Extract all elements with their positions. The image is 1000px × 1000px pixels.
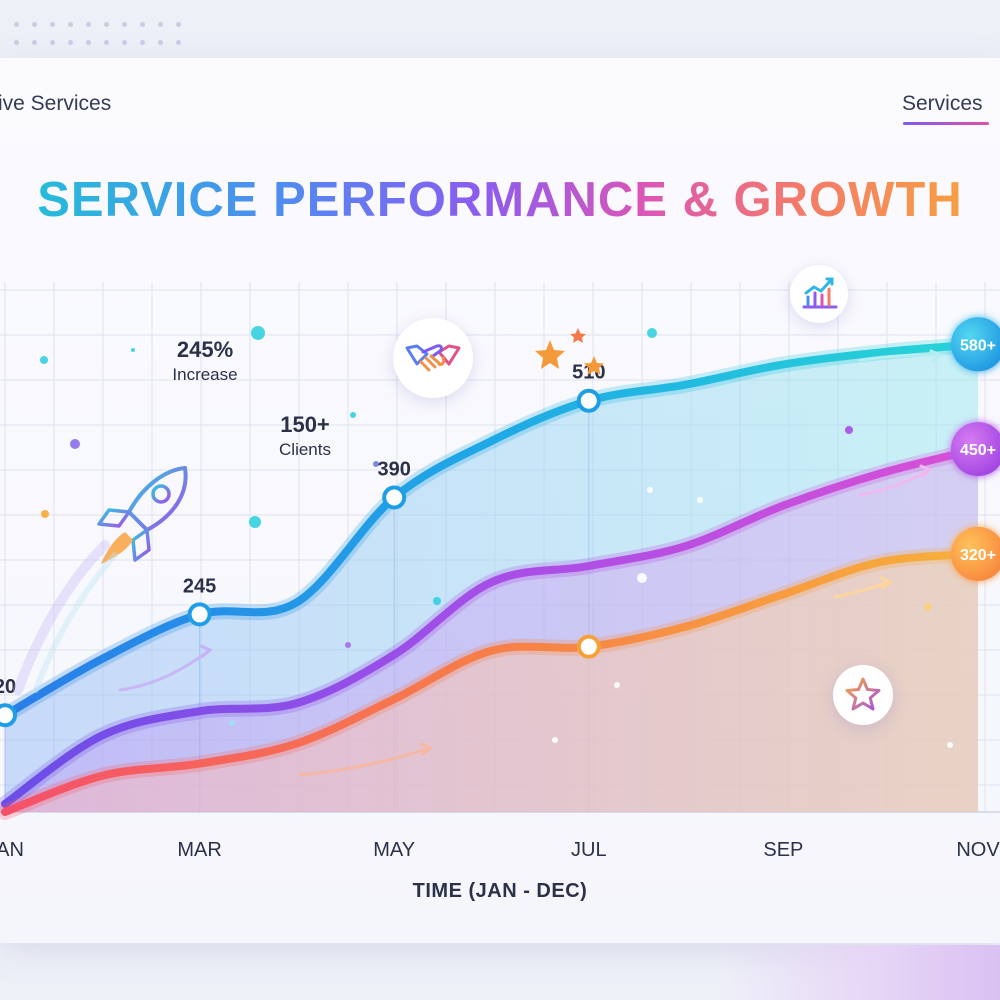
sparkle-dot [614, 682, 620, 688]
decorative-sparkles [40, 326, 953, 777]
star-icon [845, 677, 881, 711]
series-line-1 [1, 445, 982, 808]
data-labels: 20245390510580+450+320+ [0, 317, 1000, 698]
bar-chart-bubble [790, 265, 848, 323]
series-line-2 [1, 549, 982, 816]
rocket-trail [13, 540, 118, 695]
sparkle-dot [947, 742, 953, 748]
motion-arrow-head [419, 742, 433, 756]
end-value-badge [951, 422, 1000, 477]
sparkle-dot [249, 516, 261, 528]
motion-arrow-head [879, 576, 893, 590]
header-services-tab[interactable]: Services [902, 92, 983, 115]
stat-clients-value: 150+ [280, 412, 330, 437]
star-bubble [833, 665, 893, 725]
stat-increase-value: 245% [176, 337, 234, 362]
motion-arrow-head [929, 349, 943, 363]
bar-chart-icon [802, 277, 838, 309]
decorative-stars [535, 328, 604, 375]
sparkle-dot [131, 348, 135, 352]
end-value-badge [951, 526, 1000, 581]
handshake-icon [405, 344, 461, 372]
point-marker [576, 634, 601, 659]
sparkle-dot [40, 356, 48, 364]
data-value-label: 20 [0, 676, 16, 698]
bottom-glow [720, 945, 1000, 1000]
sparkle-dot [924, 603, 932, 611]
header-left-label: ive Services [0, 92, 112, 115]
series-line-0 [1, 340, 982, 720]
sparkle-dot [637, 573, 647, 583]
end-value-badge [951, 317, 1000, 372]
sparkle-dot [350, 412, 356, 418]
sparkle-dot [647, 487, 653, 493]
sparkle-dot [251, 326, 265, 340]
motion-arrow-head [919, 464, 933, 478]
x-tick-label: SEP [763, 839, 803, 861]
point-marker [382, 485, 407, 510]
series-lines [0, 336, 986, 820]
x-tick-label: MAR [177, 839, 221, 861]
sparkle-dot [70, 439, 80, 449]
motion-arrow [298, 746, 432, 777]
sparkle-dot [697, 497, 703, 503]
rocket-icon [97, 466, 188, 564]
stat-clients: 150+ Clients [255, 412, 355, 460]
sparkle-dot [433, 597, 441, 605]
sparkle-dot [229, 720, 235, 726]
point-marker [0, 703, 17, 728]
data-value-label: 390 [378, 458, 411, 480]
stat-increase: 245% Increase [150, 337, 260, 385]
x-tick-label: MAY [373, 839, 415, 861]
data-value-label: 245 [183, 575, 216, 597]
x-tick-labels: JAN MAR MAY JUL SEP NOV [0, 839, 1000, 861]
handshake-bubble [393, 318, 473, 398]
background-dots [14, 22, 204, 52]
x-tick-label: JUL [571, 839, 607, 861]
sparkle-dot [552, 737, 558, 743]
sparkle-dot [845, 426, 853, 434]
end-value-label: 580+ [960, 337, 996, 354]
sparkle-dot [345, 642, 351, 648]
stat-increase-label: Increase [172, 365, 238, 384]
x-tick-label: JAN [0, 839, 24, 861]
end-value-label: 450+ [960, 442, 996, 459]
motion-arrow [858, 468, 932, 497]
point-markers [0, 388, 601, 728]
sparkle-dot [41, 510, 49, 518]
end-value-label: 320+ [960, 547, 996, 564]
sparkle-dot [373, 461, 379, 467]
motion-arrow-head [199, 644, 213, 658]
chart-title: SERVICE PERFORMANCE & GROWTH [0, 172, 1000, 228]
x-tick-label: NOV [956, 839, 1000, 861]
tab-underline [903, 122, 989, 125]
point-marker [576, 388, 601, 413]
motion-arrow [858, 353, 942, 362]
motion-arrow [833, 580, 892, 599]
x-axis-title: TIME (JAN - DEC) [412, 880, 588, 902]
stat-clients-label: Clients [279, 440, 331, 459]
point-marker [187, 602, 212, 627]
motion-arrow [118, 648, 212, 692]
sparkle-dot [647, 328, 657, 338]
